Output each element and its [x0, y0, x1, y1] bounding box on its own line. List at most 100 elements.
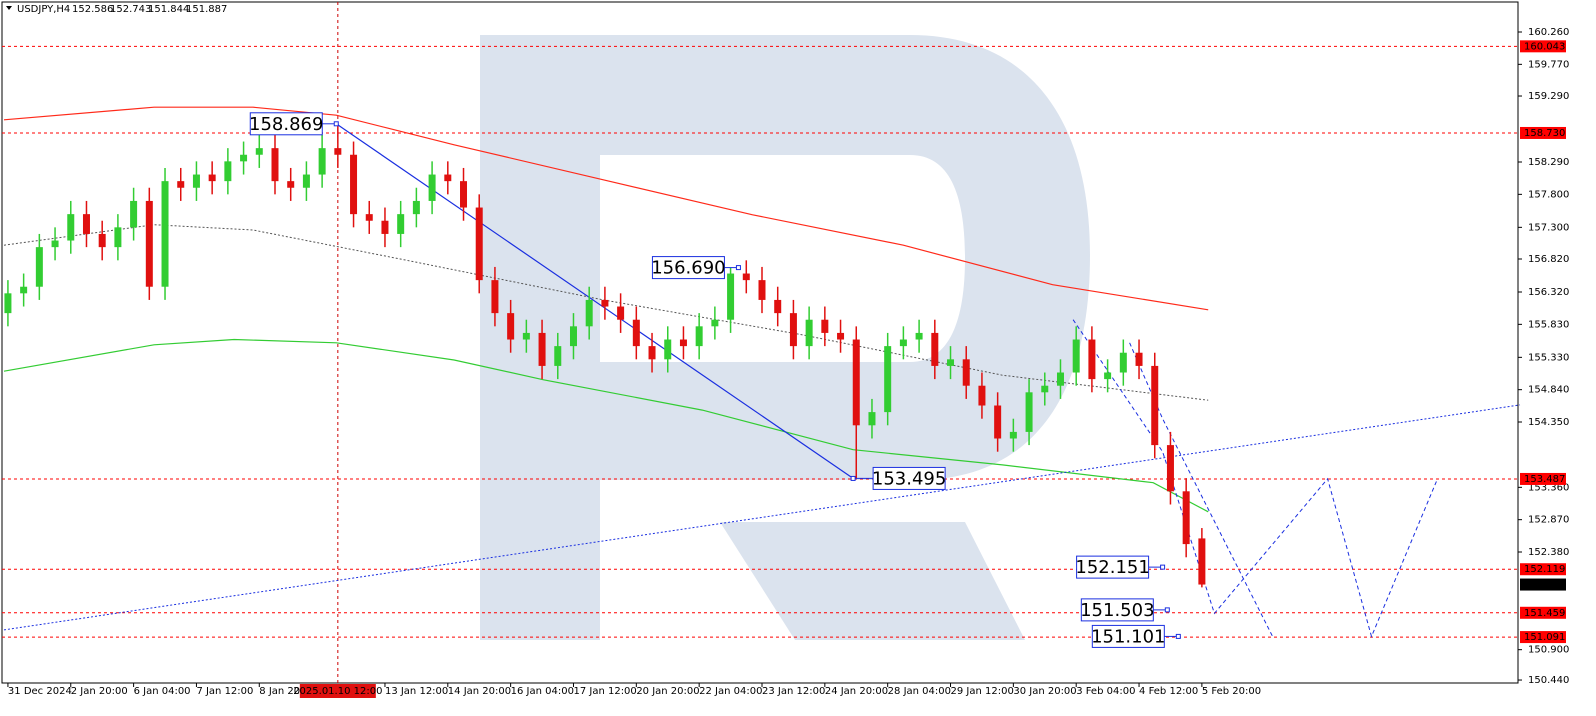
- candle-body: [350, 154, 358, 215]
- annotation-label: 151.101: [1091, 626, 1165, 647]
- candle-body: [1104, 372, 1112, 380]
- candle-body: [711, 319, 719, 327]
- annotation-box: [1091, 624, 1165, 648]
- x-tick-label: 2 Jan 20:00: [71, 686, 128, 697]
- candle-body: [899, 339, 907, 347]
- candle-body: [585, 299, 593, 327]
- x-tick-label: 8 Jan 20:00: [259, 686, 316, 697]
- candle-body: [805, 319, 813, 347]
- x-tick-label: 30 Jan 20:00: [1013, 686, 1076, 697]
- candle-body: [664, 339, 672, 360]
- candle-body: [67, 214, 75, 241]
- x-tick-label: 22 Jan 04:00: [699, 686, 762, 697]
- candle-body: [1072, 339, 1080, 373]
- candle-body: [994, 405, 1002, 439]
- candle-body: [727, 273, 735, 320]
- y-tick-label: 152.870: [1528, 515, 1569, 526]
- x-tick-label: 16 Jan 04:00: [511, 686, 574, 697]
- candle-body: [569, 326, 577, 347]
- candle-body: [931, 332, 939, 366]
- candle-body: [475, 207, 483, 281]
- candle-body: [758, 280, 766, 300]
- y-tick-label: 154.350: [1528, 417, 1569, 428]
- line-dashed: [1129, 342, 1274, 637]
- menu-icon[interactable]: [6, 6, 12, 10]
- candle-body: [145, 200, 153, 287]
- x-tick-label: 23 Jan 12:00: [762, 686, 825, 697]
- candle-body: [397, 214, 405, 234]
- candle-body: [130, 200, 138, 228]
- level-label: 151.091: [1524, 632, 1565, 643]
- candle-body: [601, 299, 609, 307]
- candle-body: [1088, 339, 1096, 380]
- candle-body: [381, 220, 389, 234]
- candle-body: [428, 174, 436, 201]
- candle-body: [114, 227, 122, 248]
- candle-body: [1025, 392, 1033, 432]
- candle-body: [679, 339, 687, 347]
- y-tick-label: 150.440: [1528, 675, 1569, 686]
- candle-body: [1166, 445, 1174, 492]
- line-solid: [335, 123, 854, 479]
- candle-body: [947, 359, 955, 366]
- candle-body: [821, 319, 829, 333]
- y-tick-label: 152.380: [1528, 547, 1569, 558]
- annotation-label: 152.151: [1075, 557, 1149, 578]
- candle-body: [774, 299, 782, 314]
- x-tick-label: 4 Feb 12:00: [1139, 686, 1198, 697]
- candle-body: [444, 174, 452, 182]
- candle-body: [4, 293, 12, 314]
- candle-body: [82, 214, 90, 234]
- level-label-box: [1520, 126, 1566, 139]
- annotation-point: [333, 121, 339, 127]
- header-low: 151.844: [148, 4, 189, 15]
- annotation-box: [249, 112, 323, 136]
- header-high: 152.743: [110, 4, 151, 15]
- candle-body: [192, 174, 200, 188]
- annotation-box: [1076, 555, 1150, 579]
- candle-body: [837, 332, 845, 340]
- x-tick-label: 31 Dec 2024: [8, 686, 72, 697]
- x-tick-label: 17 Jan 12:00: [573, 686, 636, 697]
- candle-body: [538, 332, 546, 366]
- y-tick-label: 157.800: [1528, 189, 1569, 200]
- x-tick-label: 24 Jan 20:00: [825, 686, 888, 697]
- level-label: 152.119: [1524, 564, 1565, 575]
- candle-body: [1198, 538, 1206, 585]
- annotation-point: [1160, 564, 1166, 570]
- level-label-box: [1520, 40, 1566, 53]
- candle-body: [412, 200, 420, 215]
- symbol: USDJPY,H4: [17, 4, 70, 15]
- y-tick-label: 160.260: [1528, 27, 1569, 38]
- level-label-box: [1520, 563, 1566, 576]
- annotation-box: [872, 466, 946, 490]
- annotation-label: 153.495: [872, 468, 946, 489]
- level-label-box: [1520, 631, 1566, 644]
- line-dotted: [3, 224, 1209, 401]
- candle-body: [554, 346, 562, 366]
- line-solid: [3, 106, 1209, 311]
- y-tick-label: 156.320: [1528, 287, 1569, 298]
- candle-body: [915, 332, 923, 340]
- annotation-point: [1164, 607, 1170, 613]
- x-tick-label: 13 Jan 12:00: [385, 686, 448, 697]
- candle-body: [1119, 352, 1127, 373]
- candle-body: [318, 148, 326, 175]
- candle-body: [789, 313, 797, 347]
- candle-body: [978, 385, 986, 406]
- chart-layer: 160.260 159.770 159.290 158.290 157.800 157.3…: [2, 2, 1569, 698]
- x-tick-label: 6 Jan 04:00: [134, 686, 191, 697]
- watermark-logo: [480, 35, 1090, 640]
- level-label: 153.487: [1524, 474, 1565, 485]
- candle-body: [35, 247, 43, 287]
- annotation-label: 156.690: [651, 258, 725, 279]
- candle-body: [1056, 372, 1064, 386]
- line-dotted: [3, 404, 1521, 631]
- candle-body: [695, 326, 703, 347]
- candle-body: [51, 240, 59, 248]
- candle-body: [255, 148, 263, 155]
- header-close: 151.887: [186, 4, 227, 15]
- current-price-box: [1520, 578, 1566, 591]
- candle-body: [20, 286, 28, 294]
